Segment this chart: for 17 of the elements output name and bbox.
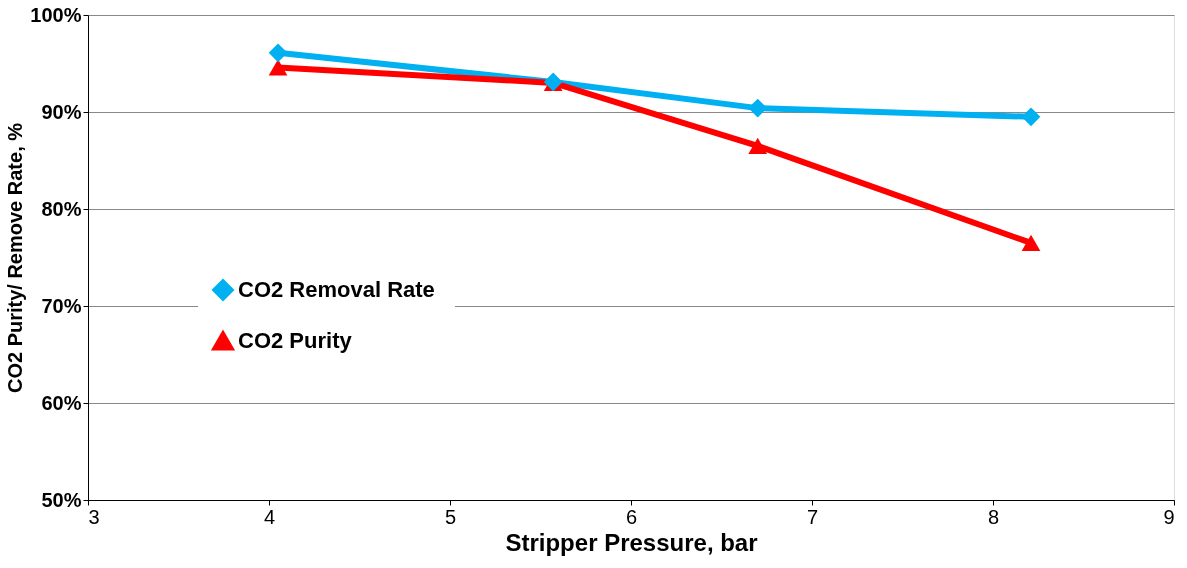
x-axis-title: Stripper Pressure, bar	[505, 528, 758, 556]
y-axis-title: CO2 Purity/ Remove Rate, %	[4, 122, 27, 394]
y-tick-label: 70%	[41, 294, 82, 317]
y-tick-label: 80%	[41, 197, 82, 220]
legend-label: CO2 Purity	[238, 328, 353, 353]
x-tick-label: 6	[625, 505, 638, 528]
x-tick-label: 3	[88, 505, 100, 528]
y-tick-label: 100%	[30, 3, 82, 26]
y-tick-label: 90%	[41, 100, 82, 123]
x-tick-label: 8	[987, 505, 1000, 528]
x-tick-label: 4	[263, 505, 276, 528]
x-tick-label: 7	[806, 505, 819, 528]
y-tick-label: 60%	[41, 391, 82, 414]
x-tick-label: 9	[1163, 505, 1175, 528]
legend-label: CO2 Removal Rate	[238, 277, 435, 302]
x-tick-label: 5	[444, 505, 457, 528]
y-tick-label: 50%	[41, 488, 82, 511]
